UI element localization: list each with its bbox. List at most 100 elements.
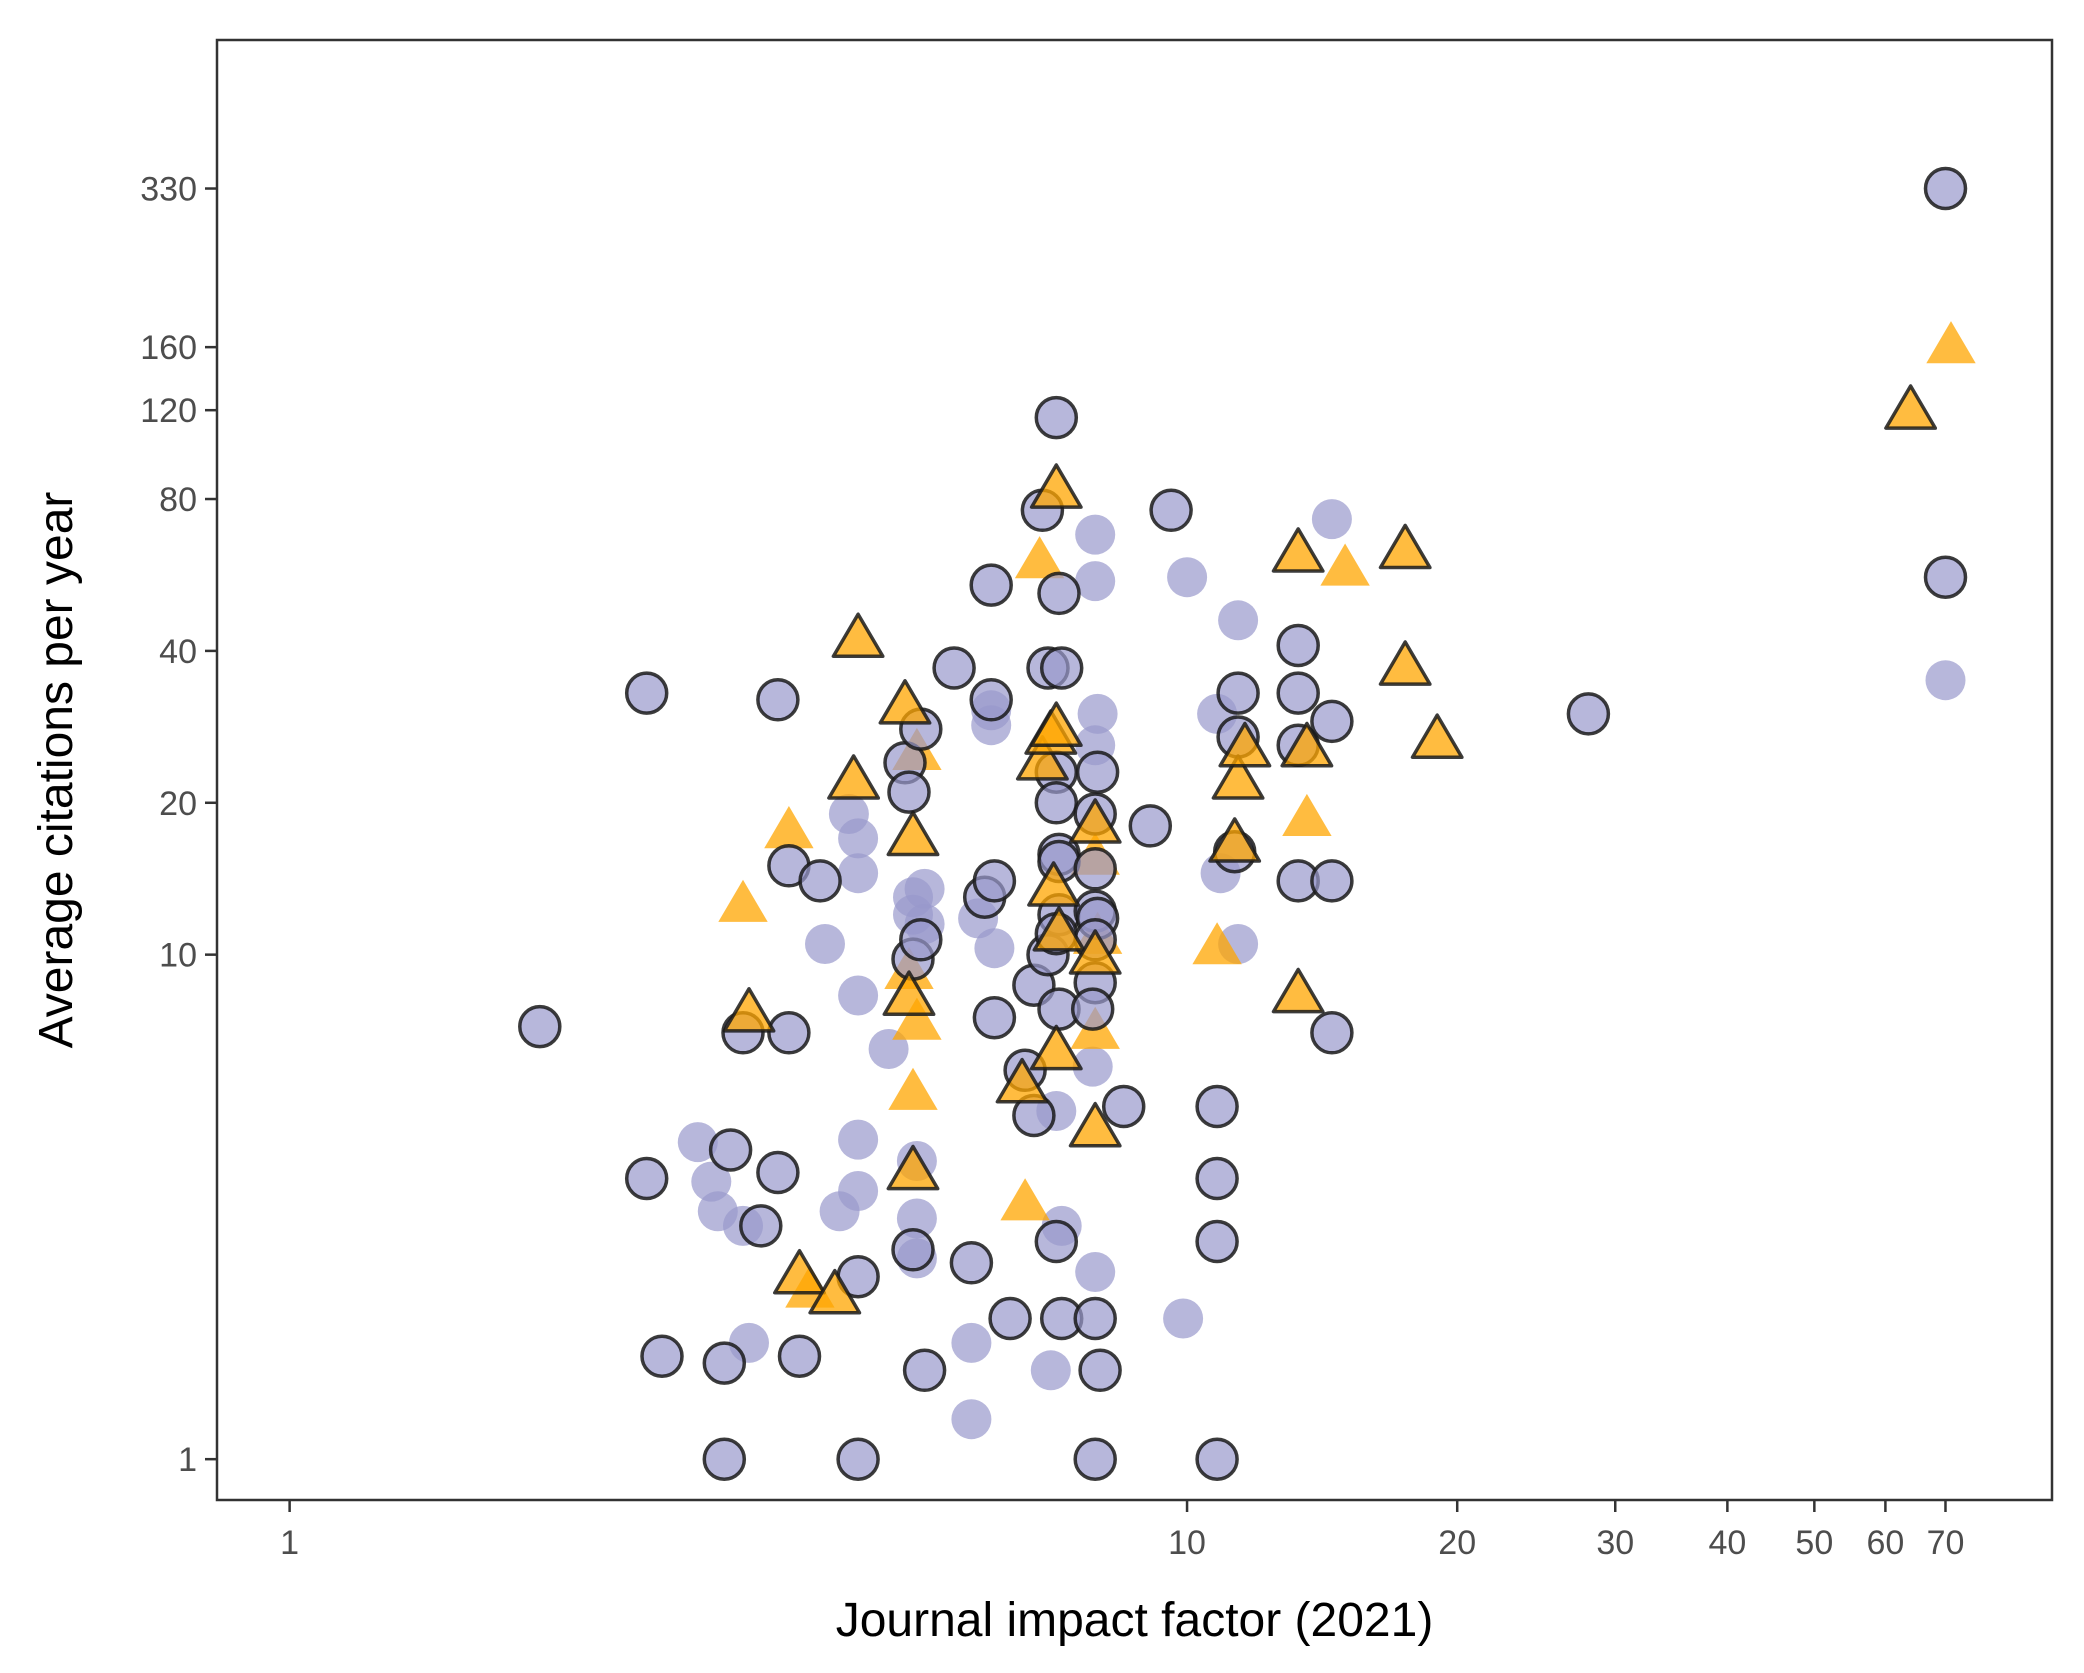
data-point-triangle-outlined	[1280, 721, 1334, 768]
data-point-circle	[691, 1161, 732, 1202]
data-point-circle-outlined	[969, 563, 1013, 607]
data-point-circle-outlined	[624, 1156, 669, 1201]
data-point-circle	[1218, 600, 1259, 641]
x-tick-label: 40	[1708, 1524, 1746, 1562]
data-point-triangle-outlined	[1027, 861, 1081, 907]
data-point-circle	[1075, 1252, 1116, 1292]
data-point-circle-outlined	[932, 646, 976, 690]
data-point-circle	[1077, 693, 1118, 734]
data-point-triangle	[718, 879, 768, 922]
data-point-circle-outlined	[1073, 847, 1117, 891]
x-tick-label: 50	[1795, 1524, 1833, 1562]
data-point-circle-outlined	[1276, 623, 1320, 668]
y-tick-label: 40	[159, 633, 197, 671]
data-point-triangle-outlined	[995, 1057, 1049, 1104]
data-point-circle-outlined	[756, 1150, 800, 1195]
data-point-circle	[1167, 557, 1208, 598]
data-point-circle-outlined	[1073, 1437, 1117, 1481]
data-point-circle	[896, 1198, 937, 1239]
x-tick-label: 30	[1596, 1524, 1634, 1562]
data-point-circle-outlined	[739, 1204, 783, 1248]
x-tick-label: 60	[1866, 1524, 1904, 1562]
data-point-triangle-outlined	[1029, 463, 1083, 509]
y-tick-label: 20	[159, 785, 197, 823]
data-point-circle-outlined	[1195, 1219, 1239, 1264]
data-point-triangle-outlined	[878, 679, 932, 725]
data-point-triangle	[1926, 321, 1976, 364]
data-point-triangle-outlined	[882, 970, 936, 1017]
data-point-triangle	[892, 997, 942, 1040]
data-point-triangle-outlined	[1410, 713, 1464, 759]
x-tick-label: 20	[1438, 1524, 1476, 1562]
data-point-circle	[838, 818, 879, 859]
data-point-circle-outlined	[1923, 166, 1968, 211]
data-point-circle-outlined	[988, 1296, 1032, 1341]
data-point-circle-outlined	[836, 1437, 880, 1481]
data-point-triangle-outlined	[808, 1268, 862, 1315]
y-tick-label: 10	[159, 937, 197, 975]
data-point-circle-outlined	[1101, 1084, 1146, 1129]
data-point-triangle	[764, 806, 814, 849]
y-tick-label: 330	[140, 171, 197, 209]
data-point-triangle-outlined	[1029, 701, 1083, 747]
data-point-circle-outlined	[1310, 699, 1354, 744]
data-point-circle-outlined	[1034, 781, 1079, 825]
data-point-circle	[1311, 499, 1352, 540]
data-point-triangle	[1014, 536, 1065, 579]
data-point-circle-outlined	[1039, 646, 1084, 690]
data-point-triangle-outlined	[886, 810, 940, 857]
data-point-circle-outlined	[1566, 692, 1611, 736]
data-point-circle-outlined	[1310, 859, 1354, 903]
data-point-circle-outlined	[1195, 1084, 1239, 1129]
data-point-circle-outlined	[1073, 1296, 1117, 1341]
data-point-triangle-outlined	[827, 754, 881, 800]
data-point-circle-outlined	[702, 1437, 747, 1481]
data-point-circle-outlined	[1075, 750, 1120, 794]
data-point-circle	[1163, 1298, 1204, 1339]
data-point-circle-outlined	[640, 1334, 684, 1378]
data-point-circle-outlined	[518, 1004, 562, 1049]
data-point-circle	[1925, 660, 1966, 701]
data-point-circle	[951, 1322, 992, 1363]
data-point-circle	[838, 1119, 879, 1160]
data-point-triangle-outlined	[831, 612, 885, 659]
data-point-triangle	[888, 1067, 938, 1110]
data-point-circle	[1075, 561, 1116, 602]
y-tick-label: 120	[140, 392, 197, 430]
data-point-circle-outlined	[1149, 488, 1193, 533]
data-point-circle	[838, 1171, 879, 1211]
data-point-circle-outlined	[1078, 1348, 1122, 1393]
plot-panel-border	[215, 38, 2054, 1502]
data-point-triangle	[1000, 1178, 1050, 1221]
y-tick-label: 1	[178, 1441, 197, 1479]
data-point-circle-outlined	[756, 678, 800, 722]
data-point-circle-outlined	[902, 1348, 947, 1393]
data-point-circle-outlined	[891, 1228, 935, 1272]
data-point-circle-outlined	[708, 1128, 753, 1172]
data-point-circle	[838, 975, 879, 1016]
data-point-circle-outlined	[767, 1011, 811, 1055]
data-point-triangle-outlined	[1029, 1024, 1083, 1071]
data-point-triangle-outlined	[1378, 523, 1432, 570]
data-point-triangle-outlined	[1068, 798, 1122, 844]
data-point-circle-outlined	[972, 859, 1017, 903]
y-tick-label: 80	[159, 481, 197, 519]
data-point-circle-outlined	[1276, 671, 1320, 715]
data-point-circle	[951, 1399, 992, 1440]
data-point-circle-outlined	[624, 671, 669, 715]
data-point-circle	[838, 853, 879, 894]
data-point-circle-outlined	[777, 1334, 822, 1378]
data-point-triangle-outlined	[1032, 906, 1086, 952]
x-axis-title: Journal impact factor (2021)	[836, 1594, 1434, 1647]
data-point-circle-outlined	[887, 770, 931, 814]
x-tick-label: 10	[1168, 1524, 1206, 1562]
data-point-circle-outlined	[1037, 571, 1081, 616]
x-tick-label: 70	[1927, 1524, 1965, 1562]
data-point-circle-outlined	[1923, 555, 1968, 599]
x-tick-label: 1	[280, 1524, 299, 1562]
data-point-circle	[1072, 1046, 1113, 1087]
data-point-circle	[904, 868, 945, 909]
data-point-triangle-outlined	[1015, 735, 1069, 781]
data-point-triangle-outlined	[1884, 384, 1938, 430]
data-point-circle-outlined	[1195, 1156, 1239, 1201]
